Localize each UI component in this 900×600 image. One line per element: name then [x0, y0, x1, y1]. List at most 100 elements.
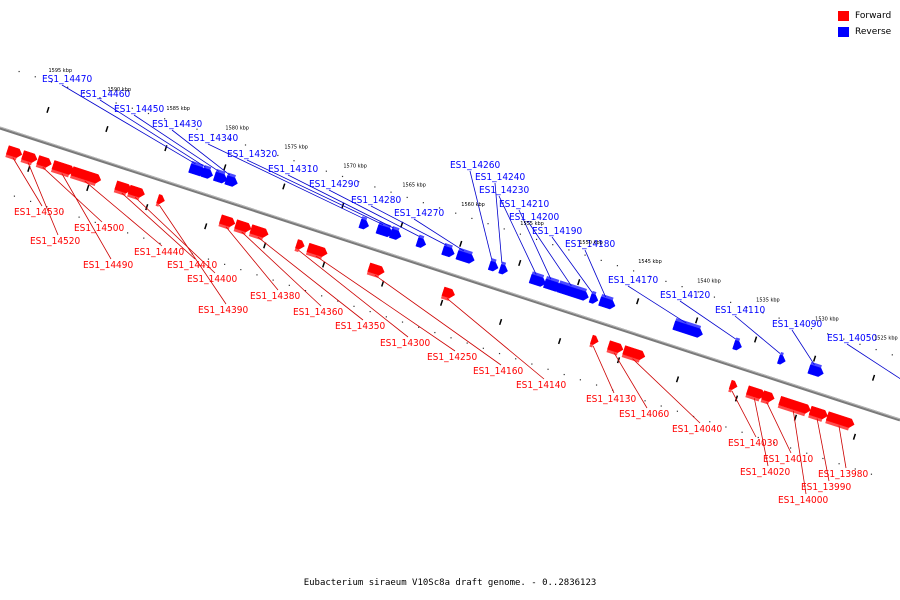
forward-gene[interactable]	[366, 262, 385, 279]
forward-gene-label[interactable]: ES1_14010	[763, 454, 814, 465]
reverse-gene[interactable]	[455, 247, 475, 264]
forward-gene-label[interactable]: ES1_14130	[586, 394, 637, 405]
forward-gene-label[interactable]: ES1_14060	[619, 409, 670, 420]
forward-gene-label[interactable]: ES1_13990	[801, 482, 852, 493]
forward-gene[interactable]	[589, 334, 599, 348]
gene-arrow[interactable]	[306, 242, 328, 257]
reverse-gene-label[interactable]: ES1_14240	[475, 172, 526, 183]
gene-arrow[interactable]	[728, 379, 738, 390]
reverse-gene[interactable]	[732, 337, 742, 351]
reverse-gene[interactable]	[542, 276, 562, 292]
gene-arrow[interactable]	[455, 250, 475, 264]
forward-gene-label[interactable]: ES1_14300	[380, 338, 431, 349]
forward-gene-label[interactable]: ES1_14530	[14, 207, 65, 218]
forward-gene-label[interactable]: ES1_14020	[740, 467, 791, 478]
gene-arrow[interactable]	[732, 339, 742, 351]
forward-gene-label[interactable]: ES1_14440	[134, 247, 185, 258]
forward-gene[interactable]	[440, 286, 455, 301]
reverse-gene-label[interactable]: ES1_14200	[509, 212, 560, 223]
forward-gene-label[interactable]: ES1_14410	[167, 260, 218, 271]
reverse-gene-label[interactable]: ES1_14310	[268, 164, 319, 175]
reverse-gene-label[interactable]: ES1_14340	[188, 133, 239, 144]
forward-gene-label[interactable]: ES1_14490	[83, 260, 134, 271]
reverse-gene-label[interactable]: ES1_14290	[309, 179, 360, 190]
forward-gene-label[interactable]: ES1_14360	[293, 307, 344, 318]
gene-arrow[interactable]	[224, 175, 238, 187]
forward-gene-label[interactable]: ES1_14000	[778, 495, 829, 506]
forward-gene[interactable]	[248, 224, 269, 241]
gene-arrow[interactable]	[212, 171, 228, 184]
gene-arrow[interactable]	[761, 390, 775, 402]
gene-arrow[interactable]	[388, 228, 402, 240]
gene-arrow[interactable]	[808, 405, 828, 420]
reverse-gene[interactable]	[528, 271, 546, 287]
reverse-gene[interactable]	[776, 351, 786, 365]
gene-arrow[interactable]	[778, 395, 811, 414]
reverse-gene[interactable]	[588, 290, 599, 304]
gene-arrow[interactable]	[528, 273, 546, 287]
gene-arrow[interactable]	[776, 354, 786, 365]
forward-gene[interactable]	[305, 242, 328, 260]
gene-arrow[interactable]	[249, 224, 269, 238]
gene-arrow[interactable]	[218, 214, 236, 227]
forward-gene[interactable]	[808, 405, 828, 422]
reverse-gene[interactable]	[487, 258, 499, 272]
reverse-gene[interactable]	[200, 164, 214, 179]
forward-gene[interactable]	[69, 166, 102, 187]
reverse-gene-label[interactable]: ES1_14110	[715, 305, 766, 316]
gene-arrow[interactable]	[588, 293, 599, 304]
forward-gene-label[interactable]: ES1_14500	[74, 223, 125, 234]
gene-arrow[interactable]	[441, 245, 455, 258]
forward-gene[interactable]	[233, 219, 252, 235]
reverse-gene-label[interactable]: ES1_14170	[608, 275, 659, 286]
reverse-gene[interactable]	[415, 234, 427, 248]
gene-arrow[interactable]	[127, 184, 145, 198]
forward-gene-label[interactable]: ES1_14160	[473, 366, 524, 377]
gene-arrow[interactable]	[36, 155, 52, 168]
reverse-gene-label[interactable]: ES1_14260	[450, 160, 501, 171]
forward-gene[interactable]	[825, 411, 855, 431]
gene-arrow[interactable]	[607, 340, 624, 353]
gene-arrow[interactable]	[21, 150, 38, 163]
gene-arrow[interactable]	[825, 411, 855, 428]
reverse-gene-label[interactable]: ES1_14180	[565, 239, 616, 250]
reverse-gene-label[interactable]: ES1_14210	[499, 199, 550, 210]
forward-gene-label[interactable]: ES1_14040	[672, 424, 723, 435]
forward-gene-label[interactable]: ES1_13980	[818, 469, 869, 480]
gene-arrow[interactable]	[234, 219, 252, 233]
gene-arrow[interactable]	[598, 296, 616, 310]
forward-gene[interactable]	[728, 379, 738, 393]
gene-arrow[interactable]	[441, 286, 455, 299]
reverse-gene[interactable]	[556, 280, 589, 301]
reverse-gene-label[interactable]: ES1_14230	[479, 185, 530, 196]
forward-gene-label[interactable]: ES1_14520	[30, 236, 81, 247]
reverse-gene-label[interactable]: ES1_14320	[227, 149, 278, 160]
reverse-gene-label[interactable]: ES1_14460	[80, 89, 131, 100]
forward-gene[interactable]	[621, 345, 646, 363]
reverse-gene-label[interactable]: ES1_14120	[660, 290, 711, 301]
reverse-gene[interactable]	[388, 226, 402, 240]
gene-arrow[interactable]	[358, 218, 370, 230]
forward-gene-label[interactable]: ES1_14030	[728, 438, 779, 449]
forward-gene[interactable]	[218, 214, 236, 230]
reverse-gene[interactable]	[498, 261, 508, 275]
gene-arrow[interactable]	[498, 264, 508, 275]
forward-gene[interactable]	[127, 184, 145, 201]
reverse-gene[interactable]	[441, 243, 455, 258]
forward-gene-label[interactable]: ES1_14380	[250, 291, 301, 302]
reverse-gene[interactable]	[672, 318, 703, 338]
reverse-gene-label[interactable]: ES1_14430	[152, 119, 203, 130]
reverse-gene-label[interactable]: ES1_14090	[772, 319, 823, 330]
gene-arrow[interactable]	[295, 239, 305, 250]
gene-arrow[interactable]	[487, 260, 499, 272]
reverse-gene-label[interactable]: ES1_14450	[114, 104, 165, 115]
forward-gene[interactable]	[606, 340, 624, 356]
forward-gene-label[interactable]: ES1_14140	[516, 380, 567, 391]
reverse-gene[interactable]	[212, 168, 228, 184]
gene-arrow[interactable]	[415, 237, 427, 248]
forward-gene-label[interactable]: ES1_14250	[427, 352, 478, 363]
forward-gene[interactable]	[294, 239, 305, 253]
gene-arrow[interactable]	[807, 364, 824, 377]
reverse-gene[interactable]	[224, 172, 238, 187]
gene-arrow[interactable]	[672, 320, 703, 338]
